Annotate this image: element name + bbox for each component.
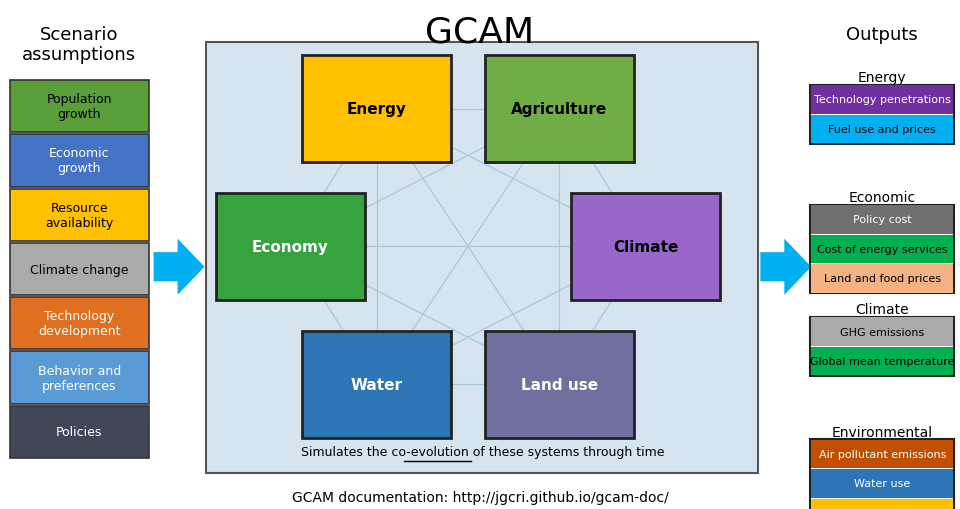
Polygon shape — [760, 239, 811, 295]
Text: Land use: Land use — [520, 377, 598, 392]
FancyBboxPatch shape — [485, 331, 634, 438]
Text: Outputs: Outputs — [847, 25, 918, 43]
FancyBboxPatch shape — [811, 469, 953, 498]
Text: GHG emissions: GHG emissions — [840, 327, 924, 337]
FancyBboxPatch shape — [811, 116, 953, 144]
FancyBboxPatch shape — [10, 406, 149, 458]
FancyBboxPatch shape — [10, 81, 149, 133]
Text: GCAM: GCAM — [425, 15, 535, 49]
FancyBboxPatch shape — [811, 265, 953, 293]
Text: Climate: Climate — [855, 303, 909, 317]
Text: Economic
growth: Economic growth — [49, 147, 109, 175]
Text: Simulates the co-evolution of these systems through time: Simulates the co-evolution of these syst… — [300, 445, 664, 458]
Text: Land and food prices: Land and food prices — [824, 274, 941, 284]
FancyBboxPatch shape — [811, 206, 953, 234]
Text: Environmental: Environmental — [831, 425, 933, 439]
Text: Health impacts: Health impacts — [840, 508, 924, 509]
Text: Agriculture: Agriculture — [511, 102, 608, 117]
FancyBboxPatch shape — [811, 86, 953, 115]
Text: Energy: Energy — [858, 71, 906, 85]
FancyBboxPatch shape — [10, 189, 149, 241]
Text: Water: Water — [350, 377, 403, 392]
FancyBboxPatch shape — [811, 440, 953, 468]
Text: Behavior and
preferences: Behavior and preferences — [37, 364, 121, 392]
FancyBboxPatch shape — [811, 499, 953, 509]
Text: Climate change: Climate change — [30, 263, 129, 276]
Text: Resource
availability: Resource availability — [45, 202, 113, 230]
Text: Policy cost: Policy cost — [852, 215, 912, 225]
FancyBboxPatch shape — [811, 235, 953, 264]
Polygon shape — [154, 239, 204, 295]
Text: Economy: Economy — [252, 239, 329, 254]
FancyBboxPatch shape — [485, 56, 634, 163]
FancyBboxPatch shape — [10, 243, 149, 296]
Text: GCAM documentation: http://jgcri.github.io/gcam-doc/: GCAM documentation: http://jgcri.github.… — [292, 490, 668, 504]
Text: Air pollutant emissions: Air pollutant emissions — [819, 449, 946, 459]
Text: Technology
development: Technology development — [38, 309, 120, 337]
FancyBboxPatch shape — [10, 135, 149, 187]
Text: Technology penetrations: Technology penetrations — [814, 95, 950, 105]
Text: Energy: Energy — [347, 102, 407, 117]
FancyBboxPatch shape — [811, 318, 953, 346]
FancyBboxPatch shape — [206, 43, 758, 473]
FancyBboxPatch shape — [571, 193, 720, 300]
FancyBboxPatch shape — [10, 298, 149, 350]
Text: Global mean temperature: Global mean temperature — [810, 356, 954, 366]
Text: Water use: Water use — [854, 478, 910, 489]
Text: Policies: Policies — [56, 426, 103, 439]
FancyBboxPatch shape — [302, 331, 451, 438]
FancyBboxPatch shape — [302, 56, 451, 163]
Text: Population
growth: Population growth — [46, 93, 112, 121]
Text: Cost of energy services: Cost of energy services — [817, 244, 948, 254]
Text: Fuel use and prices: Fuel use and prices — [828, 125, 936, 135]
Text: Climate: Climate — [612, 239, 679, 254]
FancyBboxPatch shape — [811, 347, 953, 376]
FancyBboxPatch shape — [216, 193, 365, 300]
FancyBboxPatch shape — [10, 352, 149, 404]
Text: Economic: Economic — [849, 191, 916, 205]
Text: Scenario
assumptions: Scenario assumptions — [22, 25, 135, 64]
